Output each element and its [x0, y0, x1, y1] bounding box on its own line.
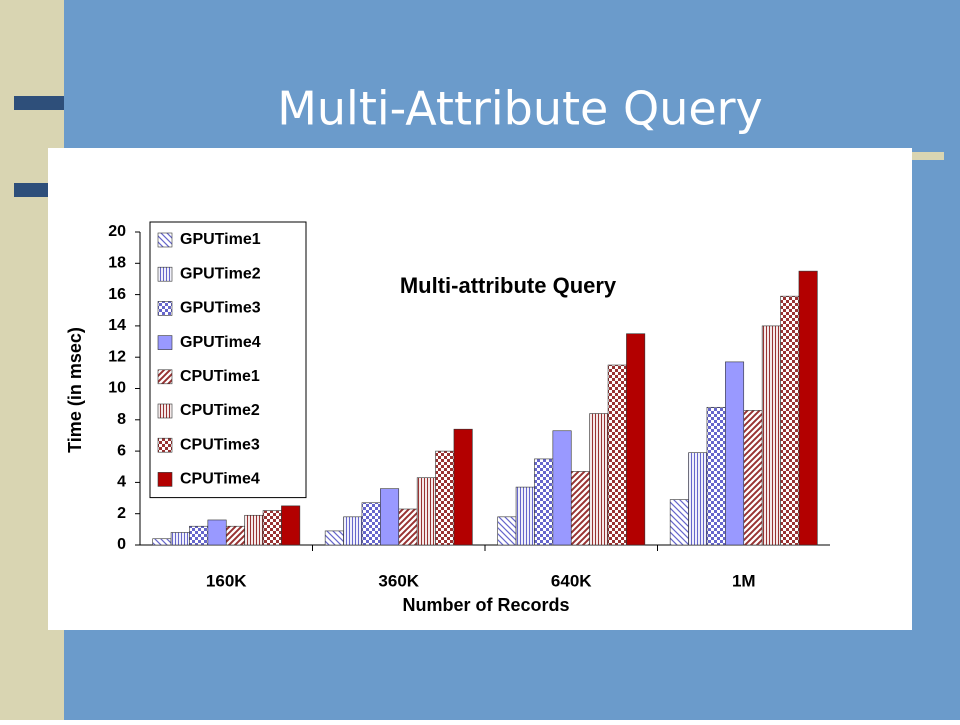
y-tick-label: 2	[117, 505, 126, 522]
y-axis-label: Time (in msec)	[65, 327, 85, 453]
bar	[515, 486, 535, 546]
chart: Multi-attribute Query Number of Records …	[65, 221, 830, 615]
bar	[743, 410, 763, 546]
bar	[324, 530, 344, 546]
bar-decoration	[14, 96, 64, 110]
bar	[607, 364, 627, 546]
legend-swatch	[157, 266, 173, 282]
bar	[798, 270, 818, 546]
bar	[416, 477, 436, 546]
legend-swatch	[157, 335, 173, 350]
legend-label: CPUTime2	[180, 402, 260, 419]
bar	[281, 505, 301, 546]
legend-box	[149, 221, 307, 499]
x-tick-label: 360K	[378, 571, 419, 590]
y-tick-label: 8	[117, 411, 126, 428]
x-tick-label: 160K	[206, 571, 247, 590]
bar	[761, 325, 781, 546]
slide-title: Multi-Attribute Query	[277, 82, 763, 136]
legend-label: GPUTime1	[180, 231, 261, 248]
legend-swatch	[157, 301, 173, 316]
legend-swatch	[157, 472, 173, 487]
legend-swatch	[157, 369, 173, 385]
bar	[497, 516, 517, 546]
bar	[589, 413, 609, 546]
bar	[780, 295, 800, 546]
x-axis-label: Number of Records	[402, 595, 569, 615]
legend-swatch	[157, 403, 173, 419]
legend-label: GPUTime2	[180, 265, 261, 282]
legend-label: GPUTime3	[180, 300, 261, 317]
bar	[435, 450, 455, 546]
bar	[189, 525, 209, 546]
bar	[361, 502, 381, 546]
legend-swatch	[157, 437, 173, 453]
bar	[552, 430, 572, 546]
bar	[170, 532, 190, 546]
bar	[570, 471, 590, 546]
legend-label: CPUTime1	[180, 368, 260, 385]
y-tick-label: 12	[108, 348, 126, 365]
bar	[380, 488, 400, 546]
legend-label: CPUTime3	[180, 436, 260, 453]
y-tick-label: 10	[108, 380, 126, 397]
y-tick-label: 14	[108, 317, 126, 334]
bar	[626, 333, 646, 546]
legend-label: CPUTime4	[180, 471, 260, 488]
y-tick-label: 16	[108, 286, 126, 303]
bar	[453, 428, 473, 546]
y-tick-label: 18	[108, 255, 126, 272]
bar	[225, 525, 245, 546]
bar	[152, 538, 172, 546]
x-tick-label: 640K	[551, 571, 592, 590]
x-tick-label: 1M	[732, 571, 756, 590]
bar	[244, 514, 264, 546]
y-tick-label: 20	[108, 223, 126, 240]
chart-title: Multi-attribute Query	[400, 273, 617, 298]
bar	[725, 361, 745, 546]
bar	[262, 510, 282, 546]
legend-label: GPUTime4	[180, 334, 261, 351]
bar	[343, 516, 363, 546]
legend-swatch	[157, 232, 173, 248]
bar	[669, 499, 689, 546]
bar	[706, 406, 726, 546]
y-tick-label: 4	[117, 474, 126, 491]
bar	[534, 458, 554, 546]
bar	[398, 508, 418, 546]
bar	[207, 519, 227, 546]
bar	[688, 452, 708, 546]
y-tick-label: 6	[117, 442, 126, 459]
y-tick-label: 0	[117, 536, 126, 553]
